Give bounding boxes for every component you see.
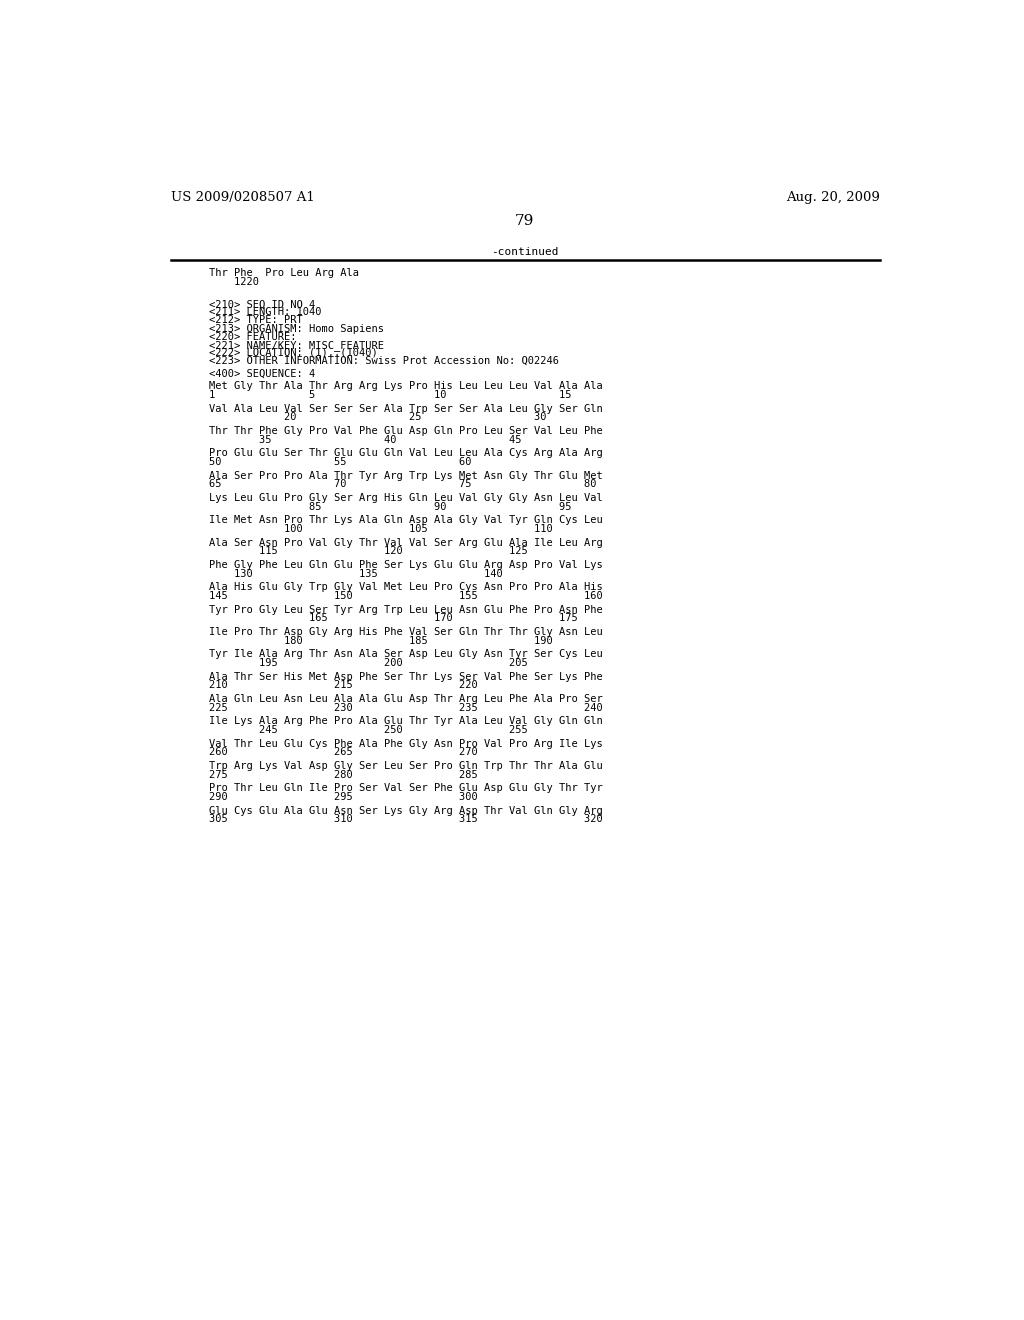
Text: <212> TYPE: PRT: <212> TYPE: PRT [209,315,303,326]
Text: 225                 230                 235                 240: 225 230 235 240 [209,702,603,713]
Text: 145                 150                 155                 160: 145 150 155 160 [209,591,603,601]
Text: 305                 310                 315                 320: 305 310 315 320 [209,814,603,825]
Text: Lys Leu Glu Pro Gly Ser Arg His Gln Leu Val Gly Gly Asn Leu Val: Lys Leu Glu Pro Gly Ser Arg His Gln Leu … [209,492,603,503]
Text: 65                  70                  75                  80: 65 70 75 80 [209,479,597,490]
Text: 35                  40                  45: 35 40 45 [209,434,522,445]
Text: <210> SEQ ID NO 4: <210> SEQ ID NO 4 [209,300,315,309]
Text: Thr Thr Phe Gly Pro Val Phe Glu Asp Gln Pro Leu Ser Val Leu Phe: Thr Thr Phe Gly Pro Val Phe Glu Asp Gln … [209,426,603,436]
Text: 180                 185                 190: 180 185 190 [209,636,553,645]
Text: 165                 170                 175: 165 170 175 [209,614,579,623]
Text: Tyr Pro Gly Leu Ser Tyr Arg Trp Leu Leu Asn Glu Phe Pro Asn Phe: Tyr Pro Gly Leu Ser Tyr Arg Trp Leu Leu … [209,605,603,615]
Text: Aug. 20, 2009: Aug. 20, 2009 [785,191,880,203]
Text: <220> FEATURE:: <220> FEATURE: [209,331,297,342]
Text: 195                 200                 205: 195 200 205 [209,659,528,668]
Text: 50                  55                  60: 50 55 60 [209,457,472,467]
Text: 210                 215                 220: 210 215 220 [209,681,478,690]
Text: 260                 265                 270: 260 265 270 [209,747,478,758]
Text: <400> SEQUENCE: 4: <400> SEQUENCE: 4 [209,368,315,379]
Text: <213> ORGANISM: Homo Sapiens: <213> ORGANISM: Homo Sapiens [209,323,384,334]
Text: Pro Glu Glu Ser Thr Glu Glu Gln Val Leu Leu Ala Cys Arg Ala Arg: Pro Glu Glu Ser Thr Glu Glu Gln Val Leu … [209,449,603,458]
Text: Ala Ser Asn Pro Val Gly Thr Val Val Ser Arg Glu Ala Ile Leu Arg: Ala Ser Asn Pro Val Gly Thr Val Val Ser … [209,537,603,548]
Text: Ile Met Asn Pro Thr Lys Ala Gln Asp Ala Gly Val Tyr Gln Cys Leu: Ile Met Asn Pro Thr Lys Ala Gln Asp Ala … [209,515,603,525]
Text: -continued: -continued [492,247,558,257]
Text: Ala Gln Leu Asn Leu Ala Ala Glu Asp Thr Arg Leu Phe Ala Pro Ser: Ala Gln Leu Asn Leu Ala Ala Glu Asp Thr … [209,694,603,704]
Text: 130                 135                 140: 130 135 140 [209,569,503,578]
Text: US 2009/0208507 A1: US 2009/0208507 A1 [171,191,314,203]
Text: Val Thr Leu Glu Cys Phe Ala Phe Gly Asn Pro Val Pro Arg Ile Lys: Val Thr Leu Glu Cys Phe Ala Phe Gly Asn … [209,739,603,748]
Text: 85                  90                  95: 85 90 95 [209,502,571,512]
Text: <222> LOCATION: (1)..(1040): <222> LOCATION: (1)..(1040) [209,348,378,358]
Text: Ala His Glu Gly Trp Gly Val Met Leu Pro Cys Asn Pro Pro Ala His: Ala His Glu Gly Trp Gly Val Met Leu Pro … [209,582,603,593]
Text: Tyr Ile Ala Arg Thr Asn Ala Ser Asp Leu Gly Asn Tyr Ser Cys Leu: Tyr Ile Ala Arg Thr Asn Ala Ser Asp Leu … [209,649,603,659]
Text: Trp Arg Lys Val Asp Gly Ser Leu Ser Pro Gln Trp Thr Thr Ala Glu: Trp Arg Lys Val Asp Gly Ser Leu Ser Pro … [209,760,603,771]
Text: Phe Gly Phe Leu Gln Glu Phe Ser Lys Glu Glu Arg Asp Pro Val Lys: Phe Gly Phe Leu Gln Glu Phe Ser Lys Glu … [209,560,603,570]
Text: 290                 295                 300: 290 295 300 [209,792,478,803]
Text: Ala Thr Ser His Met Asp Phe Ser Thr Lys Ser Val Phe Ser Lys Phe: Ala Thr Ser His Met Asp Phe Ser Thr Lys … [209,672,603,681]
Text: 115                 120                 125: 115 120 125 [209,546,528,557]
Text: <223> OTHER INFORMATION: Swiss Prot Accession No: Q02246: <223> OTHER INFORMATION: Swiss Prot Acce… [209,356,559,366]
Text: Met Gly Thr Ala Thr Arg Arg Lys Pro His Leu Leu Leu Val Ala Ala: Met Gly Thr Ala Thr Arg Arg Lys Pro His … [209,381,603,391]
Text: 20                  25                  30: 20 25 30 [209,412,547,422]
Text: Glu Cys Glu Ala Glu Asn Ser Lys Gly Arg Asp Thr Val Gln Gly Arg: Glu Cys Glu Ala Glu Asn Ser Lys Gly Arg … [209,805,603,816]
Text: 100                 105                 110: 100 105 110 [209,524,553,535]
Text: Pro Thr Leu Gln Ile Pro Ser Val Ser Phe Glu Asp Glu Gly Thr Tyr: Pro Thr Leu Gln Ile Pro Ser Val Ser Phe … [209,783,603,793]
Text: 1               5                   10                  15: 1 5 10 15 [209,391,571,400]
Text: <221> NAME/KEY: MISC_FEATURE: <221> NAME/KEY: MISC_FEATURE [209,339,384,351]
Text: 79: 79 [515,214,535,228]
Text: Val Ala Leu Val Ser Ser Ser Ala Trp Ser Ser Ala Leu Gly Ser Gln: Val Ala Leu Val Ser Ser Ser Ala Trp Ser … [209,404,603,413]
Text: <211> LENGTH: 1040: <211> LENGTH: 1040 [209,308,322,317]
Text: Ala Ser Pro Pro Ala Thr Tyr Arg Trp Lys Met Asn Gly Thr Glu Met: Ala Ser Pro Pro Ala Thr Tyr Arg Trp Lys … [209,471,603,480]
Text: 275                 280                 285: 275 280 285 [209,770,478,780]
Text: Thr Phe  Pro Leu Arg Ala: Thr Phe Pro Leu Arg Ala [209,268,359,277]
Text: 1220: 1220 [209,277,259,286]
Text: Ile Lys Ala Arg Phe Pro Ala Glu Thr Tyr Ala Leu Val Gly Gln Gln: Ile Lys Ala Arg Phe Pro Ala Glu Thr Tyr … [209,717,603,726]
Text: 245                 250                 255: 245 250 255 [209,725,528,735]
Text: Ile Pro Thr Asp Gly Arg His Phe Val Ser Gln Thr Thr Gly Asn Leu: Ile Pro Thr Asp Gly Arg His Phe Val Ser … [209,627,603,638]
